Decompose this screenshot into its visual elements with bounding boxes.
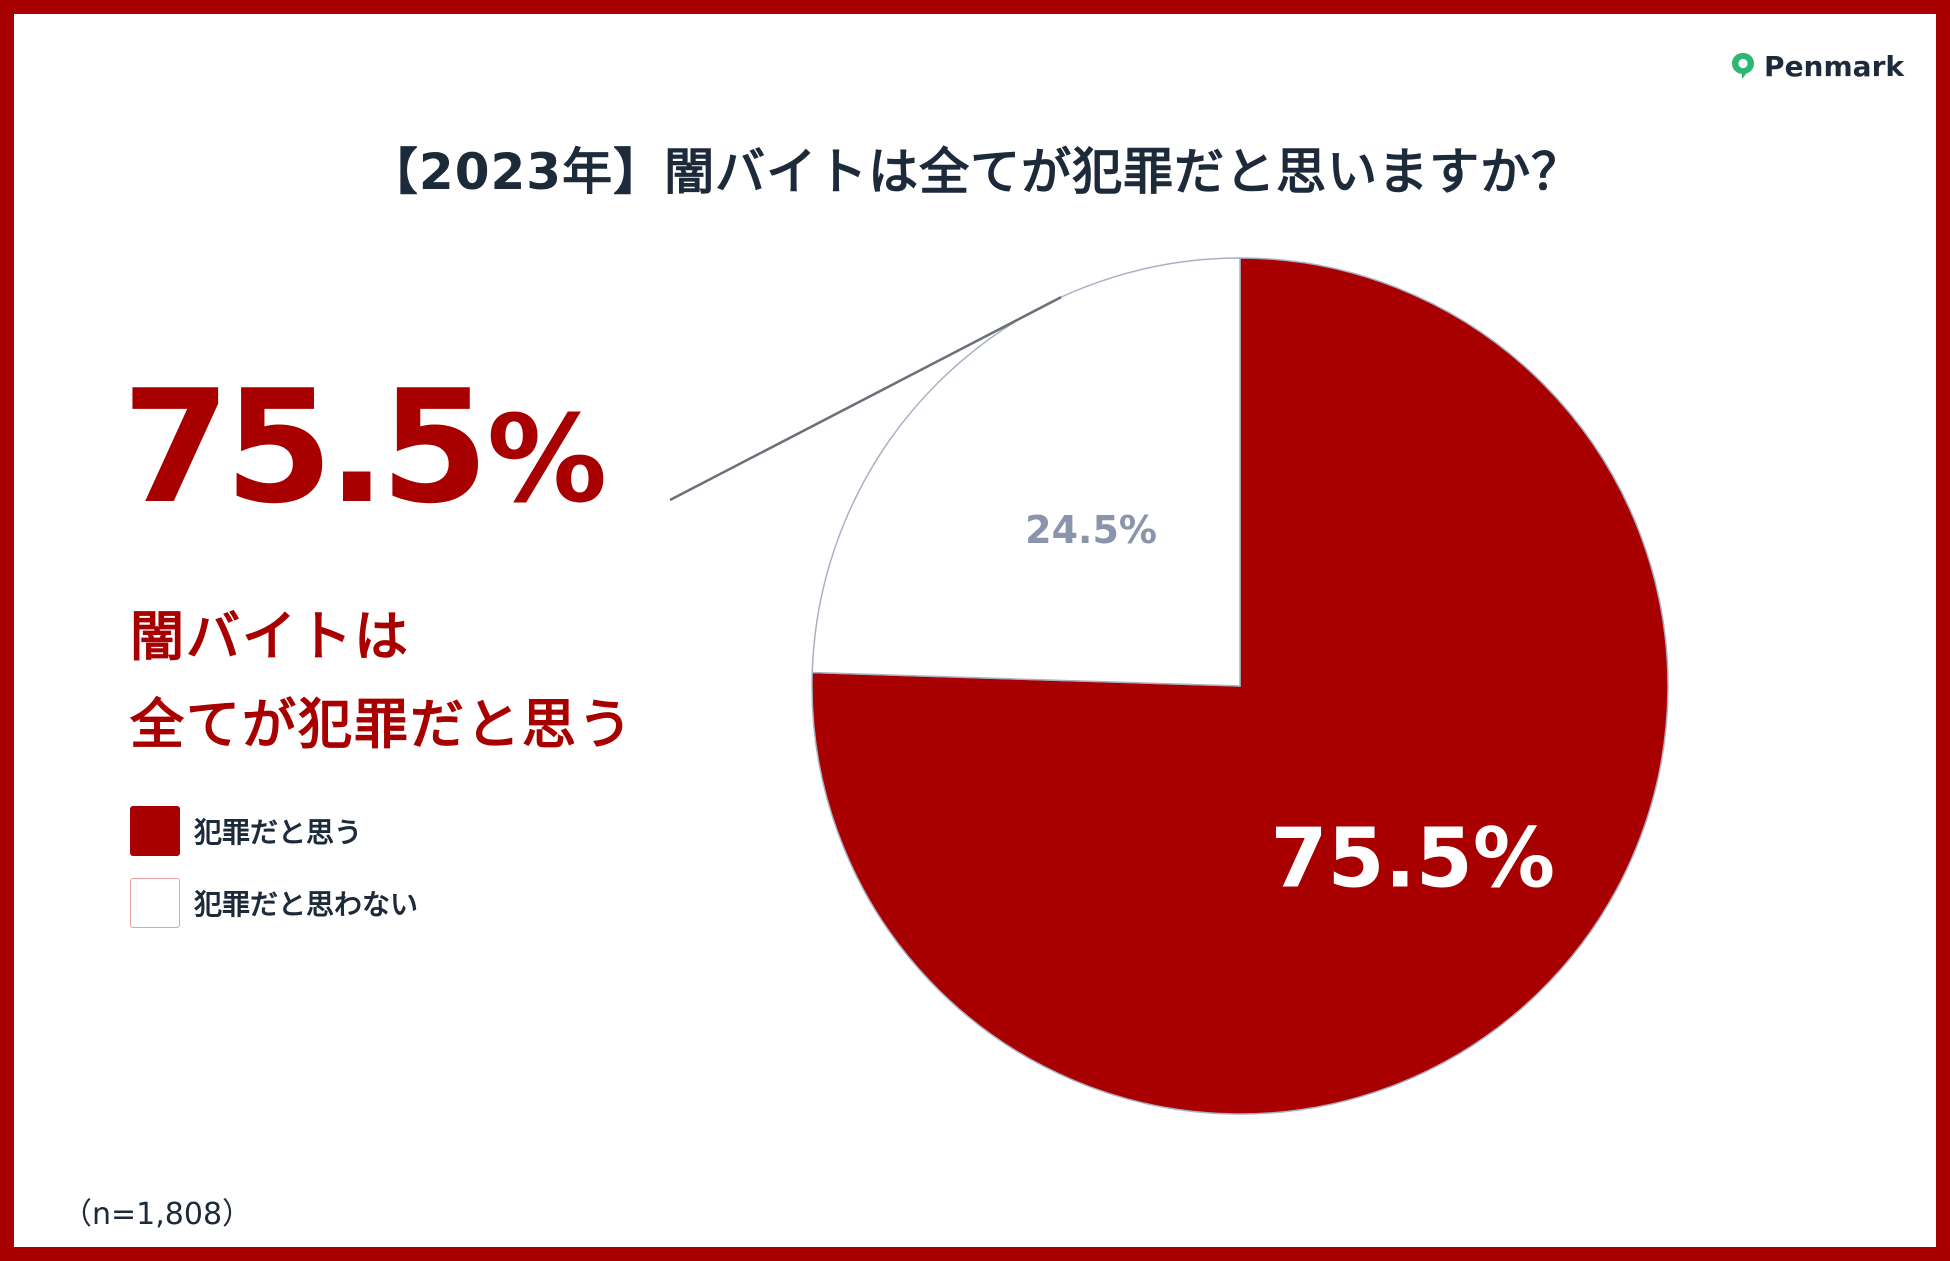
brand-name: Penmark <box>1764 49 1904 83</box>
penmark-logo-icon <box>1732 53 1755 79</box>
sample-size-note: （n=1,808） <box>62 1197 253 1232</box>
highlight-caption-line1: 闇バイトは <box>130 605 410 668</box>
callout-leader-line <box>669 296 1062 502</box>
highlight-caption-line2: 全てが犯罪だと思う <box>130 693 634 756</box>
pie-label-no: 24.5% <box>1025 508 1157 552</box>
legend-swatch-no <box>130 878 180 928</box>
legend-item-no: 犯罪だと思わない <box>130 878 418 928</box>
highlight-value: 75.5 <box>122 356 489 538</box>
pie-label-yes: 75.5% <box>1271 812 1555 907</box>
legend-item-yes: 犯罪だと思う <box>130 806 362 856</box>
highlight-percentage: 75.5% <box>122 369 607 525</box>
brand-logo: Penmark <box>1730 48 1904 84</box>
legend-swatch-yes <box>130 806 180 856</box>
chart-title: 【2023年】闇バイトは全てが犯罪だと思いますか？ <box>367 143 1583 201</box>
legend-label-no: 犯罪だと思わない <box>194 888 419 921</box>
legend-label-yes: 犯罪だと思う <box>194 816 363 849</box>
pie-slice-no <box>811 257 1241 687</box>
highlight-unit: % <box>486 391 608 530</box>
